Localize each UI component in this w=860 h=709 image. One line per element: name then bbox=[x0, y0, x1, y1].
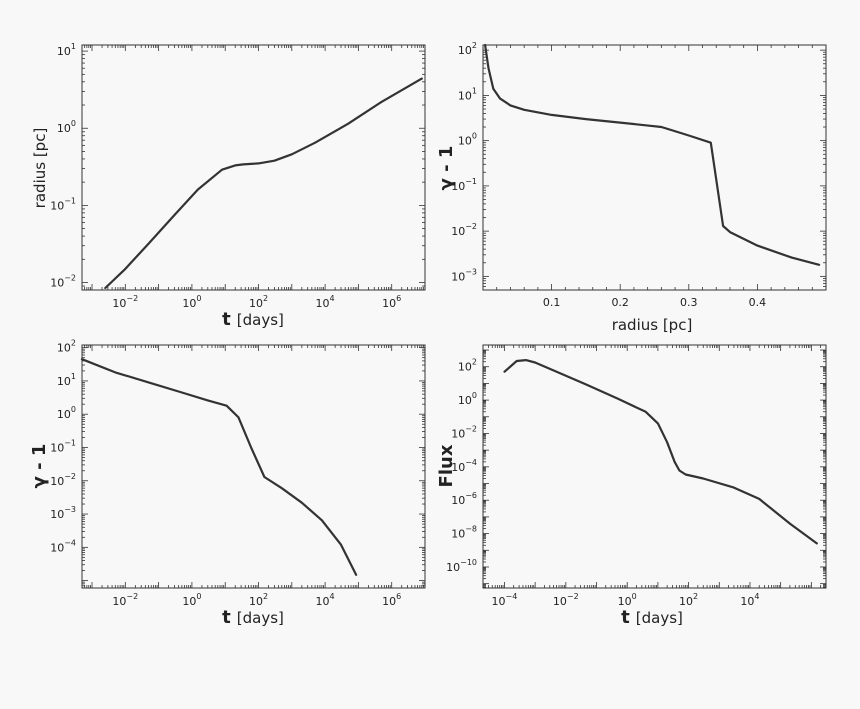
panel-4-y-tick-label: 100 bbox=[458, 391, 477, 407]
panel-4-y-tick-label: 10−10 bbox=[446, 558, 477, 574]
panel-4-x-axis-label: t [days] bbox=[621, 607, 683, 628]
panel-4-x-tick-label: 102 bbox=[679, 592, 698, 608]
panel-3-x-tick-label: 100 bbox=[182, 592, 201, 608]
panel-1-y-tick-label: 100 bbox=[57, 119, 76, 135]
panel-4-y-tick-label: 10−2 bbox=[451, 424, 477, 440]
panel-3-series-line bbox=[80, 358, 358, 576]
panel-2-x-tick-label: 0.2 bbox=[611, 296, 629, 309]
panel-4-y-tick-label: 102 bbox=[458, 358, 477, 374]
panel-3-x-tick-label: 102 bbox=[249, 592, 268, 608]
panel-3-y-tick-label: 10−1 bbox=[50, 438, 76, 454]
panel-2-y-tick-label: 101 bbox=[458, 86, 477, 102]
panel-1-y-tick-label: 10−1 bbox=[50, 196, 76, 212]
panel-4-y-axis-label: Flux bbox=[436, 444, 457, 487]
panel-4-x-tick-label: 104 bbox=[740, 592, 759, 608]
panel-2-y-tick-label: 100 bbox=[458, 132, 477, 148]
panel-2-series-line bbox=[484, 43, 821, 266]
panel-2-frame bbox=[482, 44, 827, 291]
panel-1-y-axis-label: radius [pc] bbox=[31, 128, 49, 209]
panel-4-y-tick-label: 10−6 bbox=[451, 491, 477, 507]
panel-1-x-tick-label: 10−2 bbox=[112, 294, 138, 310]
panel-2-y-tick-label: 10−1 bbox=[451, 177, 477, 193]
panel-2-y-tick-label: 10−2 bbox=[451, 222, 477, 238]
panel-3-x-tick-label: 106 bbox=[382, 592, 401, 608]
panel-4-x-tick-label: 10−4 bbox=[492, 592, 518, 608]
panel-4-y-tick-label: 10−8 bbox=[451, 525, 477, 541]
panel-2-y-tick-label: 10−3 bbox=[451, 267, 477, 283]
panel-2-y-axis-label: γ - 1 bbox=[436, 146, 457, 191]
panel-2-x-tick-label: 0.1 bbox=[543, 296, 561, 309]
panel-2-y-tick-label: 102 bbox=[458, 41, 477, 57]
panel-3-frame bbox=[81, 344, 426, 589]
panel-3-y-tick-label: 102 bbox=[57, 339, 76, 355]
panel-2-x-tick-label: 0.3 bbox=[680, 296, 698, 309]
panel-1-x-tick-label: 102 bbox=[249, 294, 268, 310]
panel-3-y-tick-label: 10−4 bbox=[50, 538, 76, 554]
panel-3-y-tick-label: 10−3 bbox=[50, 505, 76, 521]
panel-4-x-tick-label: 100 bbox=[618, 592, 637, 608]
panel-3-y-tick-label: 101 bbox=[57, 372, 76, 388]
panel-1-frame bbox=[81, 44, 426, 291]
panel-1-y-tick-label: 10−2 bbox=[50, 274, 76, 290]
panel-4-frame bbox=[482, 344, 827, 589]
panel-1-x-axis-label: t [days] bbox=[222, 309, 284, 330]
panel-3-y-tick-label: 10−2 bbox=[50, 472, 76, 488]
panel-1-x-tick-label: 100 bbox=[182, 294, 201, 310]
panel-3-x-axis-label: t [days] bbox=[222, 607, 284, 628]
panel-4-y-tick-label: 10−4 bbox=[451, 458, 477, 474]
panel-1-x-tick-label: 104 bbox=[316, 294, 335, 310]
panel-3-x-tick-label: 10−2 bbox=[112, 592, 138, 608]
panel-2-x-tick-label: 0.4 bbox=[749, 296, 767, 309]
panel-4-x-tick-label: 10−2 bbox=[553, 592, 579, 608]
panel-2-x-axis-label: radius [pc] bbox=[612, 316, 693, 334]
panel-3-y-axis-label: γ - 1 bbox=[29, 444, 50, 489]
panel-1-y-tick-label: 101 bbox=[57, 42, 76, 58]
panel-3-y-tick-label: 100 bbox=[57, 405, 76, 421]
panel-3-x-tick-label: 104 bbox=[316, 592, 335, 608]
panel-1-series-line bbox=[104, 77, 423, 290]
panel-1-x-tick-label: 106 bbox=[382, 294, 401, 310]
panel-4-series-line bbox=[503, 359, 818, 545]
